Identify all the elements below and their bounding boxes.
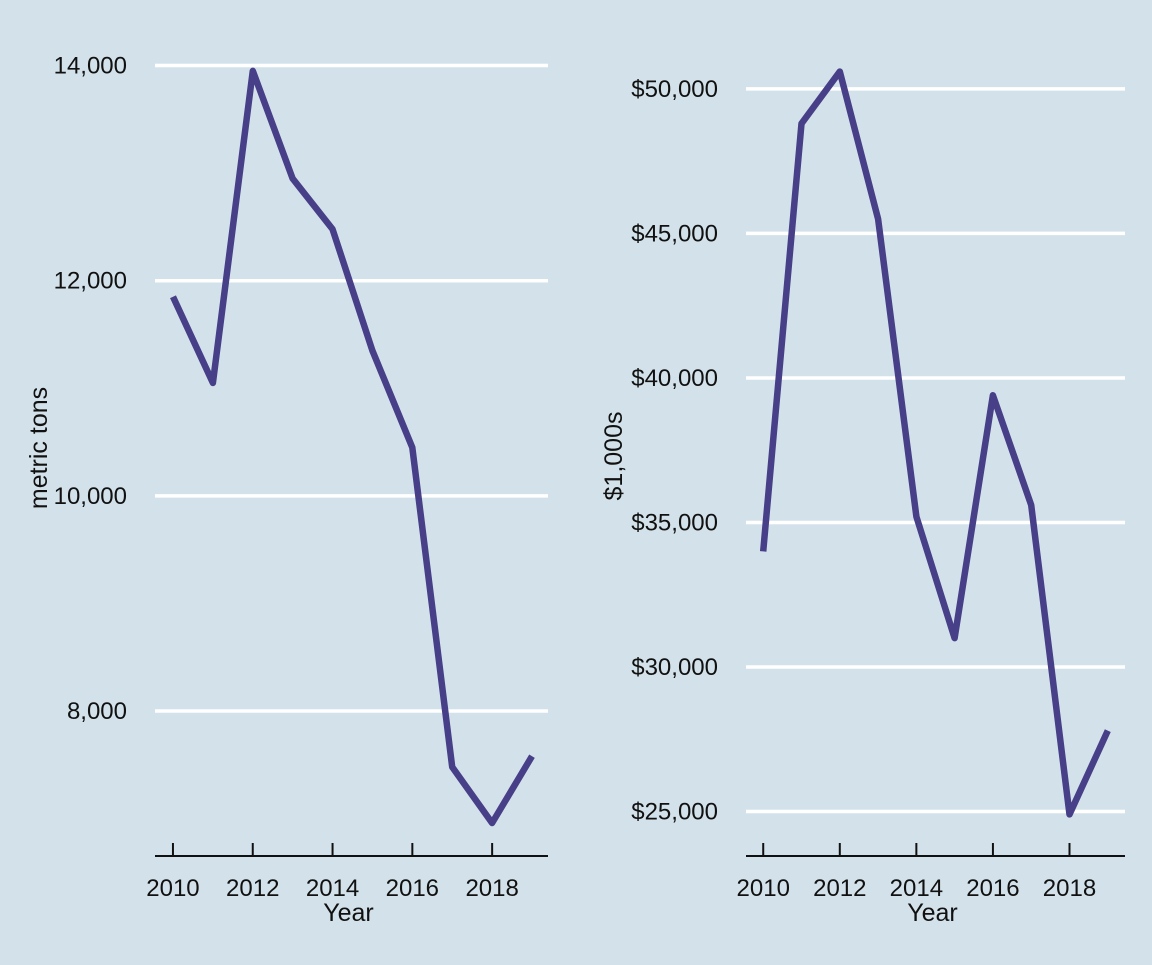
panel-1-xtick-label: 2018 bbox=[465, 875, 518, 902]
panel-2-ylabel: $1,000s bbox=[600, 412, 628, 501]
panel-2-xtick-label: 2010 bbox=[737, 875, 790, 902]
panel-2-ytick-label: $45,000 bbox=[631, 220, 718, 247]
panel-2-xtick-label: 2016 bbox=[966, 875, 1019, 902]
panel-1-ytick-label: 8,000 bbox=[67, 698, 127, 725]
panel-2-xtick-label: 2014 bbox=[890, 875, 943, 902]
panel-1-xtick-label: 2012 bbox=[226, 875, 279, 902]
panel-2-xlabel: Year bbox=[907, 899, 958, 927]
panel-1-ytick-label: 12,000 bbox=[54, 268, 127, 295]
panel-1-ylabel: metric tons bbox=[25, 387, 53, 509]
panel-2-ytick-label: $30,000 bbox=[631, 654, 718, 681]
panel-2-ytick-label: $35,000 bbox=[631, 509, 718, 536]
panel-1-xtick-label: 2016 bbox=[386, 875, 439, 902]
panel-2-series-line bbox=[759, 68, 1111, 818]
panel-1-ytick-label: 14,000 bbox=[54, 53, 127, 80]
panel-1-xlabel: Year bbox=[323, 899, 374, 927]
panel-1-xtick-label: 2010 bbox=[146, 875, 199, 902]
panel-2-ytick-label: $50,000 bbox=[631, 76, 718, 103]
panel-2-ytick-label: $25,000 bbox=[631, 799, 718, 826]
panel-2-xtick-label: 2012 bbox=[813, 875, 866, 902]
panel-1-xtick-label: 2014 bbox=[306, 875, 359, 902]
panel-1-series-line bbox=[170, 67, 535, 827]
panel-2-xtick-label: 2018 bbox=[1043, 875, 1096, 902]
panel-1-ytick-label: 10,000 bbox=[54, 483, 127, 510]
panel-2-ytick-label: $40,000 bbox=[631, 365, 718, 392]
